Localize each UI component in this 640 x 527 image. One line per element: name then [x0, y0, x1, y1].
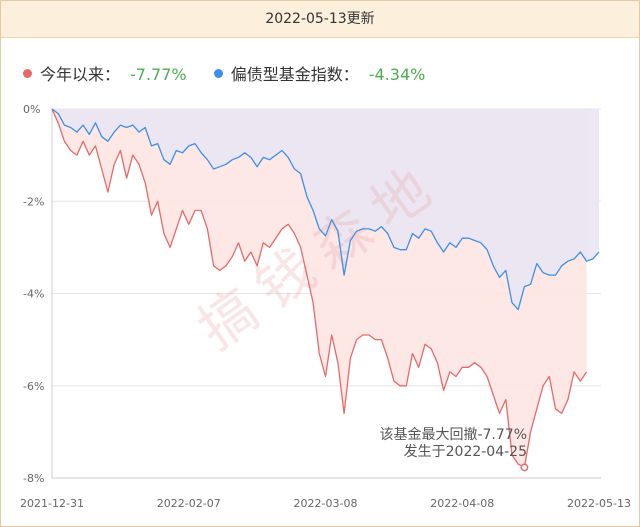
y-tick-label: -6% — [23, 380, 44, 393]
series-line-0 — [51, 108, 588, 469]
legend-fund-value: -7.77% — [130, 65, 187, 84]
annotation-line-2: 发生于2022-04-25 — [404, 444, 527, 460]
y-tick-label: -4% — [23, 288, 44, 301]
legend-fund-label: 今年以来： — [40, 65, 121, 84]
x-axis: 2021-12-31 2022-02-07 2022-03-08 2022-04-08… — [20, 497, 631, 510]
legend-index-value: -4.34% — [368, 65, 426, 84]
area-fill-1 — [52, 109, 599, 310]
legend-item-index[interactable]: 偏债型基金指数： -4.34% — [213, 61, 426, 85]
legend-item-fund[interactable]: 今年以来： -7.77% — [23, 61, 187, 85]
x-tick-label: 2022-05-13 — [567, 497, 631, 510]
y-axis: 0% -2% -4% -6% -8% — [23, 103, 44, 485]
annotation-line-1: 该基金最大回撤-7.77% — [379, 426, 527, 443]
legend-index-label: 偏债型基金指数： — [230, 65, 359, 84]
max-drawdown-marker — [520, 463, 529, 472]
max-drawdown-annotation: 该基金最大回撤-7.77% 发生于2022-04-25 — [379, 426, 527, 460]
x-tick-label: 2022-04-08 — [430, 497, 494, 510]
x-tick-label: 2022-02-07 — [157, 497, 221, 510]
legend: 今年以来： -7.77% 偏债型基金指数： -4.34% — [23, 61, 447, 85]
x-tick-label: 2022-03-08 — [294, 497, 358, 510]
series-line-1 — [51, 108, 600, 311]
fund-dot-icon — [23, 69, 32, 78]
area-fills — [52, 109, 599, 468]
y-tick-label: -8% — [23, 472, 44, 485]
update-header: 2022-05-13更新 — [1, 1, 639, 38]
x-tick-label: 2021-12-31 — [20, 497, 84, 510]
y-tick-label: 0% — [23, 103, 40, 116]
y-tick-label: -2% — [23, 195, 44, 208]
index-dot-icon — [213, 69, 223, 78]
series-lines — [51, 108, 600, 472]
